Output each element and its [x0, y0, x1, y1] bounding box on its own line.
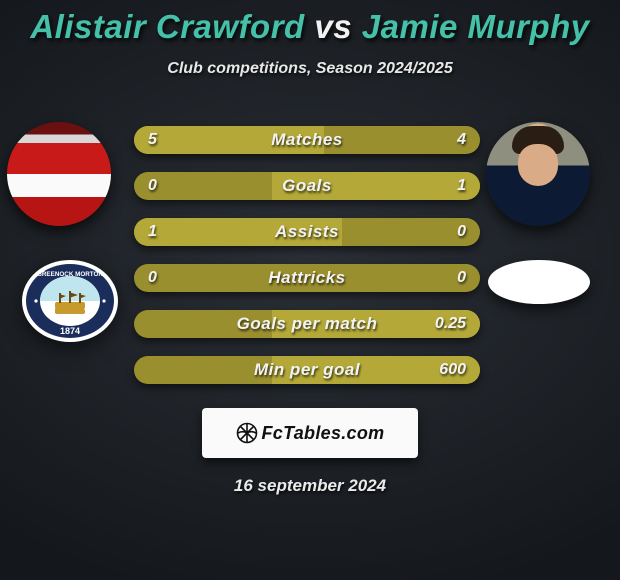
bar-label: Goals per match: [237, 314, 378, 334]
player2-name: Jamie Murphy: [362, 8, 590, 45]
bar-value-right: 4: [457, 131, 466, 149]
fctables-icon: [236, 422, 258, 444]
bar-value-left: 5: [148, 131, 157, 149]
date-text: 16 september 2024: [0, 476, 620, 496]
player2-club-crest: [488, 260, 590, 304]
bar-value-left: 0: [148, 177, 157, 195]
vs-text: vs: [305, 8, 362, 45]
player1-name: Alistair Crawford: [30, 8, 304, 45]
bar-label: Assists: [275, 222, 339, 242]
bar-value-right: 0: [457, 223, 466, 241]
stat-bar: 5 Matches 4: [134, 126, 480, 154]
stats-bars: 5 Matches 4 0 Goals 1 1 Assists 0 0 Hattricks 0 Goal…: [134, 126, 480, 384]
bar-label: Hattricks: [268, 268, 345, 288]
bar-label: Matches: [271, 130, 343, 150]
svg-text:GREENOCK MORTON: GREENOCK MORTON: [37, 271, 103, 278]
source-text: FcTables.com: [262, 423, 385, 444]
bar-value-right: 600: [439, 361, 466, 379]
stat-bar: 1 Assists 0: [134, 218, 480, 246]
bar-label: Min per goal: [254, 360, 360, 380]
headline: Alistair Crawford vs Jamie Murphy: [0, 8, 620, 46]
stat-bar: Min per goal 600: [134, 356, 480, 384]
stat-bar: 0 Hattricks 0: [134, 264, 480, 292]
stat-bar: Goals per match 0.25: [134, 310, 480, 338]
subtitle: Club competitions, Season 2024/2025: [0, 60, 620, 78]
player2-face: [518, 144, 558, 186]
main-area: GREENOCK MORTON F C 1874 5 Matches 4 0 Goals…: [0, 126, 620, 384]
svg-text:1874: 1874: [60, 326, 80, 336]
source-logo: FcTables.com: [202, 408, 418, 458]
bar-value-right: 0.25: [435, 315, 466, 333]
player2-avatar: [486, 122, 590, 226]
stat-bar: 0 Goals 1: [134, 172, 480, 200]
bar-value-right: 1: [457, 177, 466, 195]
bar-value-right: 0: [457, 269, 466, 287]
player1-club-crest: GREENOCK MORTON F C 1874: [20, 258, 120, 344]
player1-avatar-bg: [7, 122, 111, 226]
bar-value-left: 0: [148, 269, 157, 287]
bar-value-left: 1: [148, 223, 157, 241]
player1-avatar: [7, 122, 111, 226]
bar-label: Goals: [282, 176, 332, 196]
infographic: Alistair Crawford vs Jamie Murphy Club c…: [0, 0, 620, 580]
